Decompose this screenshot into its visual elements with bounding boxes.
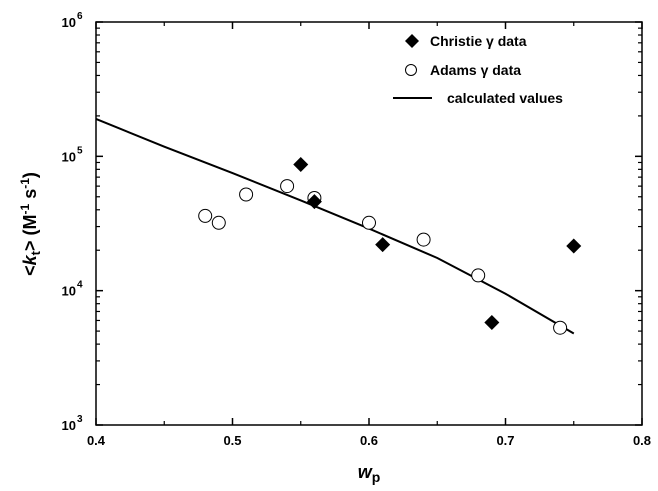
christie-data-point: [375, 237, 391, 253]
x-tick-labels: 0.4 0.5 0.6 0.7 0.8: [87, 433, 651, 448]
x-tick-label: 0.6: [360, 433, 378, 448]
y-axis-title: <kt> (M-1 s-1): [18, 172, 43, 276]
christie-data-point: [566, 238, 582, 254]
legend-label-calculated: calculated values: [447, 90, 563, 106]
christie-data-point: [293, 156, 309, 172]
x-tick-label: 0.8: [633, 433, 651, 448]
y-tick-exponent: 4: [77, 280, 83, 291]
y-tick-exponent: 3: [77, 414, 83, 425]
x-tick-label: 0.7: [496, 433, 514, 448]
y-tick-label: 10: [62, 284, 76, 299]
adams-data-point: [211, 215, 226, 230]
christie-data-point: [484, 314, 500, 330]
y-tick-exponent: 6: [77, 11, 83, 22]
y-axis-title-units-end: ): [20, 172, 40, 178]
y-tick-exponent: 5: [77, 145, 83, 156]
y-axis-title-units-mid: s: [20, 189, 40, 204]
x-tick-label: 0.4: [87, 433, 106, 448]
adams-data-point: [198, 208, 213, 223]
legend-diamond-marker: [405, 34, 419, 48]
adams-data-point: [553, 320, 568, 335]
y-axis-title-open: <: [20, 265, 40, 276]
y-tick-label: 10: [62, 149, 76, 164]
adams-data-point: [239, 187, 254, 202]
legend-label-christie: Christie γ data: [430, 33, 527, 49]
y-axis-title-close: >: [20, 240, 40, 251]
adams-data-point: [280, 179, 295, 194]
axis-ticks: [95, 21, 643, 426]
x-axis-title-subscript: p: [372, 469, 381, 485]
y-axis-title-k: k: [20, 254, 40, 265]
adams-data-point: [362, 215, 376, 230]
christie-data-layer: [293, 156, 582, 330]
adams-data-point: [416, 232, 431, 247]
christie-data-point: [306, 194, 322, 210]
legend-label-adams: Adams γ data: [430, 62, 521, 78]
y-axis-title-units-exp2: -1: [18, 178, 32, 189]
x-tick-label: 0.5: [223, 433, 241, 448]
legend-circle-marker: [405, 64, 417, 76]
adams-data-point: [471, 268, 486, 283]
y-tick-label: 10: [62, 418, 76, 433]
calculated-values-layer: [95, 117, 575, 335]
legend: Christie γ data Adams γ data calculated …: [393, 33, 563, 106]
adams-data-layer: [198, 179, 568, 335]
y-axis-title-k-sub: t: [28, 250, 43, 255]
y-axis-title-units-start: (M: [20, 214, 40, 240]
x-axis-title-main: w: [358, 462, 373, 482]
calculated-values-line: [95, 117, 575, 335]
y-axis-title-units-exp1: -1: [18, 203, 32, 214]
x-axis-title: wp: [358, 462, 381, 485]
y-tick-label: 10: [62, 15, 76, 30]
